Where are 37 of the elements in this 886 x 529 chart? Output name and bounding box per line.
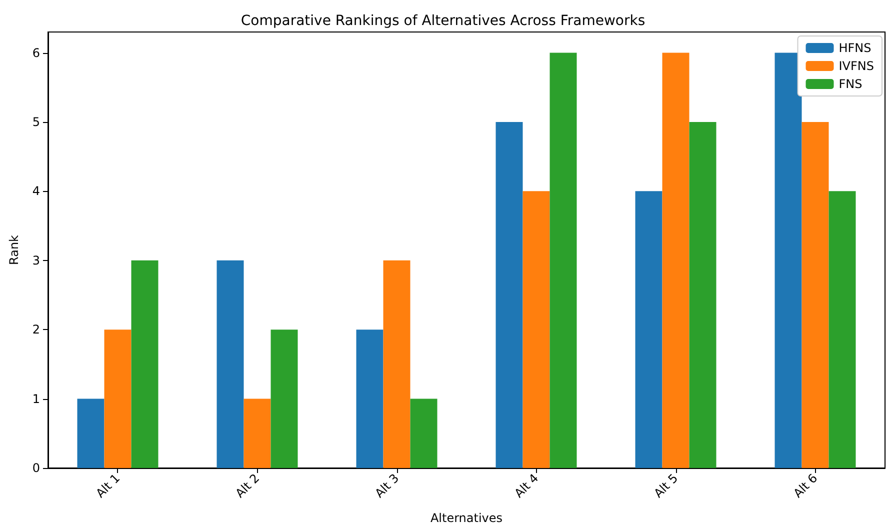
bar bbox=[77, 398, 104, 468]
y-tick-label: 5 bbox=[32, 114, 40, 129]
y-tick-label: 6 bbox=[32, 46, 40, 60]
y-tick-label: 4 bbox=[32, 184, 40, 198]
bar bbox=[383, 260, 410, 468]
chart-title: Comparative Rankings of Alternatives Across Frameworks bbox=[240, 13, 646, 29]
bar bbox=[828, 191, 856, 468]
bar bbox=[131, 260, 158, 468]
bar bbox=[356, 330, 384, 468]
bar bbox=[550, 52, 577, 468]
legend-label: HFNS bbox=[838, 41, 872, 55]
bar bbox=[270, 330, 298, 468]
y-tick-label: 2 bbox=[32, 322, 40, 337]
bar bbox=[522, 191, 550, 468]
bar bbox=[104, 330, 132, 468]
bar bbox=[496, 122, 523, 468]
x-axis-title: Alternatives bbox=[430, 511, 503, 525]
y-tick-label: 1 bbox=[32, 392, 40, 406]
bar bbox=[244, 398, 271, 468]
bar bbox=[802, 122, 829, 468]
x-tick-label: Alt 5 bbox=[651, 471, 681, 501]
x-tick-label: Alt 1 bbox=[93, 471, 123, 501]
x-tick-label: Alt 2 bbox=[232, 471, 262, 501]
y-axis-title: Rank bbox=[7, 234, 21, 265]
bar bbox=[635, 191, 662, 468]
bar bbox=[662, 52, 690, 468]
x-tick-label: Alt 4 bbox=[512, 471, 542, 501]
x-tick-label: Alt 3 bbox=[372, 471, 402, 501]
bar bbox=[410, 398, 438, 468]
y-tick-label: 3 bbox=[32, 253, 40, 268]
legend-label: IVFNS bbox=[838, 59, 874, 73]
bar bbox=[216, 260, 244, 468]
x-tick-label: Alt 6 bbox=[790, 471, 820, 501]
legend-label: FNS bbox=[838, 77, 862, 91]
bar bbox=[774, 52, 802, 468]
y-tick-label: 0 bbox=[32, 461, 40, 475]
bar bbox=[689, 122, 716, 468]
